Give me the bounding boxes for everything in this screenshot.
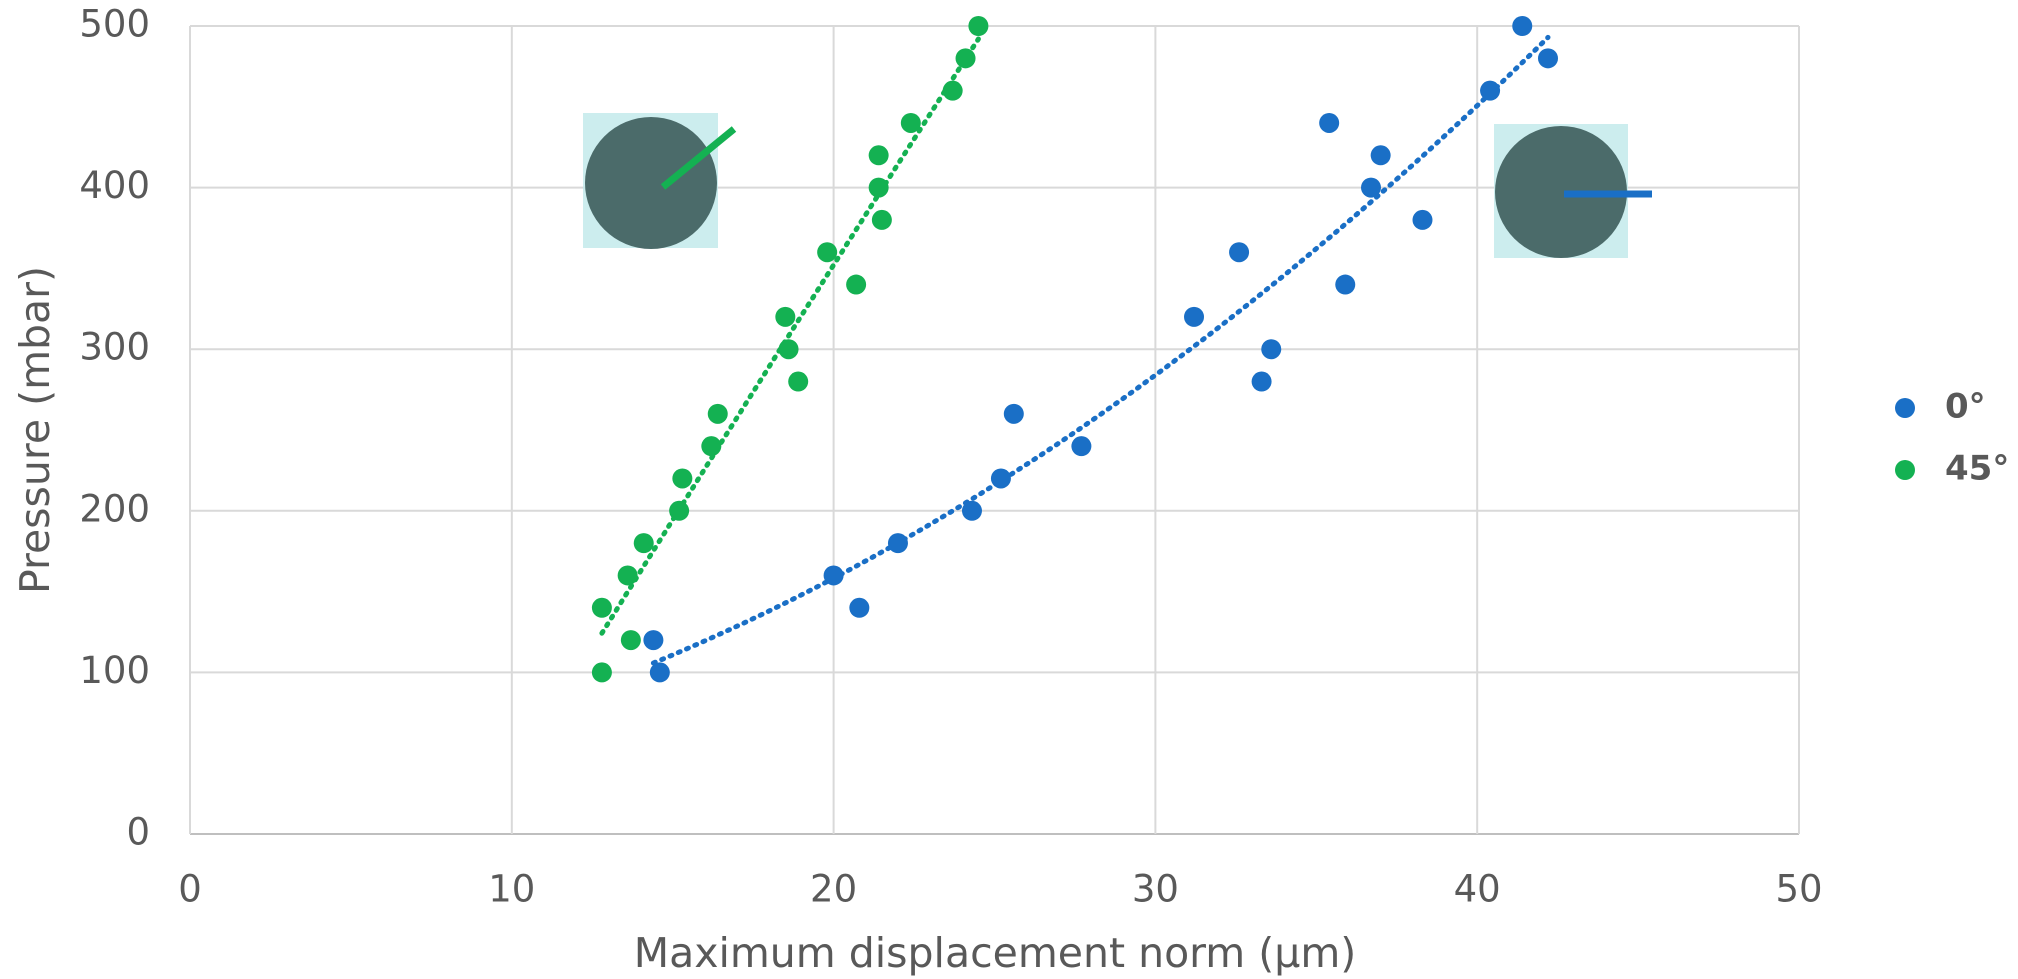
- point: [708, 404, 728, 424]
- point: [1512, 16, 1532, 36]
- inset-0: [1494, 124, 1652, 258]
- y-tick-label: 300: [79, 326, 150, 369]
- y-axis-label: Pressure (mbar): [11, 266, 59, 594]
- point: [643, 630, 663, 650]
- point: [1335, 275, 1355, 295]
- point: [901, 113, 921, 133]
- legend-marker: [1895, 398, 1915, 418]
- y-tick-label: 200: [79, 487, 150, 530]
- point: [618, 565, 638, 585]
- point: [592, 598, 612, 618]
- x-tick-label: 40: [1454, 868, 1501, 911]
- point: [650, 662, 670, 682]
- point: [824, 565, 844, 585]
- point: [1361, 178, 1381, 198]
- point: [1480, 81, 1500, 101]
- point: [817, 242, 837, 262]
- x-tick-label: 30: [1132, 868, 1179, 911]
- point: [943, 81, 963, 101]
- x-tick-label: 10: [488, 868, 535, 911]
- y-tick-label: 500: [79, 3, 150, 46]
- point: [968, 16, 988, 36]
- inset-disc: [585, 117, 717, 249]
- point: [849, 598, 869, 618]
- y-tick-label: 400: [79, 164, 150, 207]
- point: [869, 178, 889, 198]
- point: [592, 662, 612, 682]
- point: [1252, 372, 1272, 392]
- point: [869, 145, 889, 165]
- y-tick-label: 0: [126, 811, 150, 854]
- point: [956, 48, 976, 68]
- point: [872, 210, 892, 230]
- x-tick-label: 50: [1775, 868, 1822, 911]
- point: [701, 436, 721, 456]
- point: [672, 468, 692, 488]
- legend-marker: [1895, 460, 1915, 480]
- legend-label: 0°: [1945, 387, 1986, 427]
- point: [1071, 436, 1091, 456]
- point: [1538, 48, 1558, 68]
- y-tick-label: 100: [79, 649, 150, 692]
- point: [669, 501, 689, 521]
- inset-45: [583, 113, 734, 249]
- point: [1004, 404, 1024, 424]
- point: [846, 275, 866, 295]
- point: [1261, 339, 1281, 359]
- point: [888, 533, 908, 553]
- point: [962, 501, 982, 521]
- point: [788, 372, 808, 392]
- point: [621, 630, 641, 650]
- point: [775, 307, 795, 327]
- point: [634, 533, 654, 553]
- point: [1229, 242, 1249, 262]
- x-tick-label: 20: [810, 868, 857, 911]
- chart: Maximum displacement norm (µm) Pressure …: [0, 0, 2018, 979]
- point: [779, 339, 799, 359]
- x-tick-label: 0: [178, 868, 202, 911]
- point: [1412, 210, 1432, 230]
- point: [991, 468, 1011, 488]
- point: [1371, 145, 1391, 165]
- point: [1319, 113, 1339, 133]
- legend-label: 45°: [1945, 449, 2009, 489]
- x-axis-label: Maximum displacement norm (µm): [634, 929, 1357, 977]
- point: [1184, 307, 1204, 327]
